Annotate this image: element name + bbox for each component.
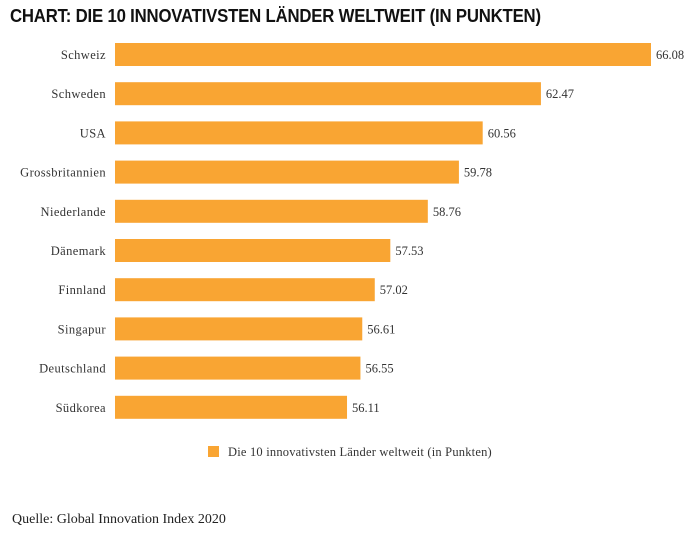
value-label: 59.78 [464, 166, 492, 180]
bar [115, 278, 375, 302]
source-note: Quelle: Global Innovation Index 2020 [12, 512, 226, 527]
category-label: Grossbritannien [20, 166, 106, 180]
category-label: Schweden [51, 87, 106, 101]
bar [115, 356, 361, 380]
category-label: Finnland [58, 283, 106, 297]
bar [115, 239, 391, 262]
category-label: Südkorea [56, 401, 106, 415]
category-label: Schweiz [61, 48, 106, 62]
value-label: 60.56 [488, 126, 516, 140]
legend: Die 10 innovativsten Länder weltweit (in… [208, 445, 492, 459]
bar [115, 121, 483, 145]
bar [115, 82, 541, 106]
category-label: Dänemark [51, 244, 107, 258]
value-label: 57.02 [380, 283, 408, 297]
value-labels: 66.08 62.47 60.56 59.78 58.76 57.53 57.02 56.61… [352, 48, 684, 415]
bars [115, 43, 651, 419]
bar [115, 43, 651, 66]
value-label: 56.61 [367, 322, 395, 336]
bar [115, 160, 459, 184]
value-label: 56.11 [352, 401, 380, 415]
bar [115, 317, 363, 341]
category-labels: Schweiz Schweden USA Grossbritannien Niederl… [20, 48, 106, 415]
legend-swatch [208, 446, 219, 457]
value-label: 57.53 [395, 244, 423, 258]
category-label: Deutschland [39, 362, 106, 376]
chart-title: CHART: DIE 10 INNOVATIVSTEN LÄNDER WELTW… [10, 6, 541, 26]
bar [115, 199, 428, 223]
value-label: 56.55 [365, 362, 393, 376]
legend-label: Die 10 innovativsten Länder weltweit (in… [228, 445, 492, 459]
value-label: 66.08 [656, 48, 684, 62]
category-label: Niederlande [41, 205, 107, 219]
value-label: 58.76 [433, 205, 461, 219]
category-label: Singapur [58, 322, 107, 336]
category-label: USA [80, 126, 106, 140]
value-label: 62.47 [546, 87, 574, 101]
bar-chart: Schweiz Schweden USA Grossbritannien Niederl… [20, 43, 684, 459]
bar [115, 395, 348, 419]
